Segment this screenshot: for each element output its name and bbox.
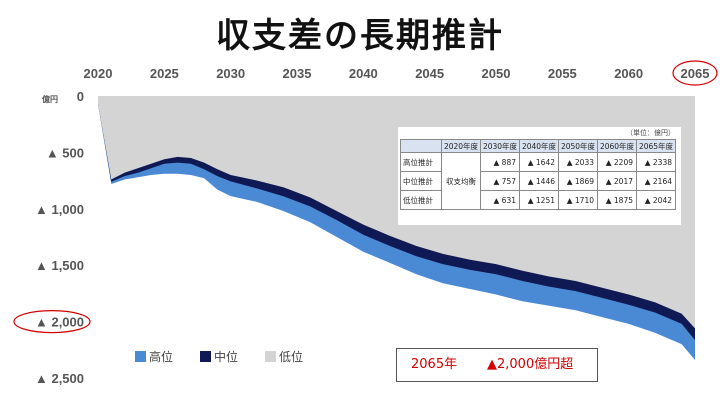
tick-highlights [13,60,718,334]
x-tick-2020: 2020 [84,66,113,81]
callout-value: ▲2,000億円超 [487,357,574,372]
table-cell: ▲ 1642 [519,152,559,172]
table-header-3: 2040年度 [519,139,559,153]
y-tick-1: ▲ 500 [46,145,84,160]
y-unit-label: 億円 [42,94,58,104]
area-chart: 2020 2025 2030 2035 2040 2045 2050 2055 2060 2065… [13,60,718,386]
x-axis-ticks: 2020 2025 2030 2035 2040 2045 2050 2055 2060 2065 [84,66,710,81]
table-row-label: 低位推計 [400,190,442,210]
table-row: 低位推計 ▲ 631 ▲ 1251 ▲ 1710 ▲ 1875 ▲ 2042 [400,190,676,210]
highlight-2000 [13,310,91,334]
legend-swatch-2 [265,351,276,362]
projection-table-panel: （単位：億円） 2020年度 2030年度 2040年度 2050年度 2060年度 20… [398,127,681,225]
highlight-2065 [672,60,718,86]
table-cell: ▲ 631 [480,190,520,210]
table-cell: ▲ 887 [480,152,520,172]
table-cell-2020-merged: 収支均衡 [441,152,481,210]
table-body: 高位推計 収支均衡 ▲ 887 ▲ 1642 ▲ 2033 ▲ 2209 ▲ 2338 中位推… [400,152,676,210]
table-cell: ▲ 2209 [597,152,637,172]
legend-label-0: 高位 [149,349,173,364]
y-tick-5: ▲ 2,500 [35,371,84,386]
y-tick-3: ▲ 1,500 [35,258,84,273]
y-tick-0: 0 [77,89,84,104]
x-tick-2060: 2060 [614,66,643,81]
x-tick-2040: 2040 [349,66,378,81]
legend-label-1: 中位 [214,349,238,364]
x-tick-2065: 2065 [681,66,710,81]
table-cell: ▲ 1710 [558,190,598,210]
x-tick-2035: 2035 [283,66,312,81]
chart-title: 収支差の長期推計 [216,16,504,56]
table-cell: ▲ 2338 [636,152,676,172]
table-header-4: 2050年度 [558,139,598,153]
table-cell: ▲ 1869 [558,171,598,191]
table-header-row: 2020年度 2030年度 2040年度 2050年度 2060年度 2065年度 [400,139,676,153]
table-cell: ▲ 1875 [597,190,637,210]
legend-swatch-1 [200,351,211,362]
table-row-label: 中位推計 [400,171,442,191]
legend-label-2: 低位 [279,349,303,364]
y-tick-4: ▲ 2,000 [35,315,84,330]
x-tick-2045: 2045 [415,66,444,81]
table-header-6: 2065年度 [636,139,676,153]
table-cell: ▲ 2033 [558,152,598,172]
table-header-1: 2020年度 [441,139,481,153]
callout-box: 2065年 ▲2,000億円超 [396,348,598,382]
callout-year: 2065年 [411,357,458,372]
x-tick-2030: 2030 [216,66,245,81]
y-tick-2: ▲ 1,000 [35,202,84,217]
table-header-0 [400,139,442,153]
table-row: 高位推計 収支均衡 ▲ 887 ▲ 1642 ▲ 2033 ▲ 2209 ▲ 2338 [400,152,676,210]
y-axis-ticks: 0 ▲ 500 ▲ 1,000 ▲ 1,500 ▲ 2,000 ▲ 2,500 億円 [35,89,84,386]
x-tick-2025: 2025 [150,66,179,81]
legend: 高位 中位 低位 [135,349,303,364]
table-cell: ▲ 2164 [636,171,676,191]
table-cell: ▲ 1251 [519,190,559,210]
x-tick-2055: 2055 [548,66,577,81]
table-row: 中位推計 ▲ 757 ▲ 1446 ▲ 1869 ▲ 2017 ▲ 2164 [400,171,676,191]
table-row-label: 高位推計 [400,152,442,172]
table-header-2: 2030年度 [480,139,520,153]
projection-table: 2020年度 2030年度 2040年度 2050年度 2060年度 2065年度 高位推… [400,139,676,210]
table-cell: ▲ 2042 [636,190,676,210]
table-cell: ▲ 2017 [597,171,637,191]
legend-swatch-0 [135,351,146,362]
table-unit-note: （単位：億円） [626,129,675,137]
x-tick-2050: 2050 [482,66,511,81]
table-header-5: 2060年度 [597,139,637,153]
table-cell: ▲ 1446 [519,171,559,191]
table-cell: ▲ 757 [480,171,520,191]
